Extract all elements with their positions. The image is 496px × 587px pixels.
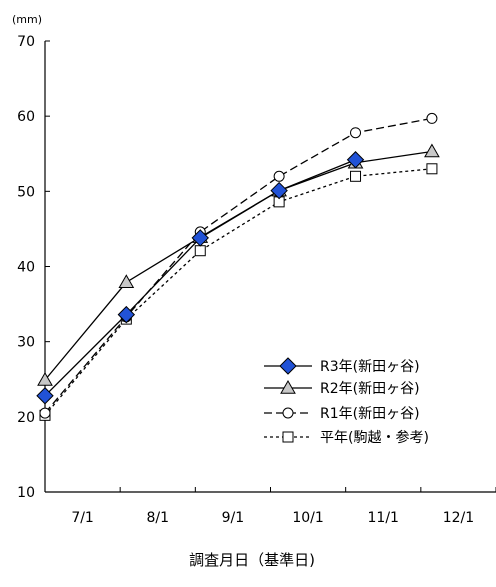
chart-axes — [44, 41, 496, 493]
data-point — [39, 407, 51, 419]
chart-series — [36, 112, 440, 421]
data-point — [117, 305, 136, 324]
legend-item: R3年(新田ヶ谷) — [264, 357, 420, 375]
x-axis-title: 調査月日（基準日) — [189, 551, 315, 569]
y-tick-label: 20 — [17, 410, 35, 426]
data-point — [282, 431, 294, 443]
data-point — [194, 245, 206, 257]
data-point — [118, 274, 135, 289]
y-tick-label: 70 — [17, 34, 35, 50]
legend-label: R3年(新田ヶ谷) — [320, 359, 420, 375]
x-tick-label: 11/1 — [368, 510, 399, 526]
legend-label: R2年(新田ヶ谷) — [320, 381, 420, 397]
data-point — [426, 112, 438, 124]
chart-ticks: 10 20 30 40 50 60 70 7/1 8/1 9/1 10/1 11/1 12/1 — [17, 34, 496, 526]
legend-item: 平年(駒越・参考) — [264, 429, 429, 446]
data-point — [282, 407, 294, 419]
x-tick-label: 8/1 — [146, 510, 169, 526]
legend-label: R1年(新田ヶ谷) — [320, 406, 420, 422]
data-point — [279, 357, 297, 375]
legend-item: R2年(新田ヶ谷) — [264, 379, 420, 397]
data-point — [346, 151, 365, 169]
series-triangle — [37, 143, 440, 386]
x-tick-label: 9/1 — [222, 510, 245, 526]
y-tick-label: 10 — [17, 485, 35, 501]
y-unit-label: (mm) — [12, 13, 42, 26]
data-point — [273, 170, 285, 182]
series-line — [44, 168, 432, 416]
chart-legend: R3年(新田ヶ谷) R2年(新田ヶ谷) R1年(新田ヶ谷) 平年(駒越・参考) — [264, 357, 429, 446]
data-point — [280, 379, 296, 394]
data-point — [426, 163, 438, 175]
y-tick-label: 40 — [17, 260, 35, 276]
series-line — [44, 117, 433, 414]
data-point — [424, 143, 440, 158]
x-tick-label: 10/1 — [292, 510, 323, 526]
legend-item: R1年(新田ヶ谷) — [264, 406, 420, 422]
legend-label: 平年(駒越・参考) — [320, 429, 429, 446]
data-point — [36, 387, 54, 405]
data-point — [350, 170, 362, 182]
y-tick-label: 60 — [17, 109, 35, 125]
data-point — [270, 181, 288, 200]
data-point — [191, 229, 209, 247]
x-tick-label: 7/1 — [71, 510, 94, 526]
y-tick-label: 30 — [17, 335, 35, 351]
x-tick-label: 12/1 — [443, 510, 474, 526]
y-tick-label: 50 — [17, 184, 35, 200]
data-point — [350, 127, 362, 139]
series-diamond — [36, 151, 365, 405]
data-point — [37, 371, 53, 386]
